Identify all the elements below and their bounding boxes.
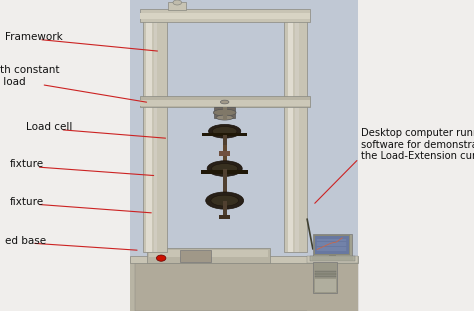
- Text: fixture: fixture: [9, 160, 44, 169]
- FancyBboxPatch shape: [315, 279, 336, 292]
- Ellipse shape: [209, 124, 241, 138]
- FancyBboxPatch shape: [325, 257, 341, 259]
- FancyBboxPatch shape: [140, 96, 310, 107]
- FancyBboxPatch shape: [201, 170, 248, 174]
- Text: th constant
 load: th constant load: [0, 66, 60, 87]
- FancyBboxPatch shape: [315, 236, 349, 254]
- Text: Load cell: Load cell: [26, 122, 73, 132]
- FancyBboxPatch shape: [223, 201, 227, 216]
- Ellipse shape: [211, 164, 237, 174]
- FancyBboxPatch shape: [168, 2, 186, 10]
- Ellipse shape: [216, 115, 233, 120]
- FancyBboxPatch shape: [149, 250, 268, 257]
- FancyBboxPatch shape: [154, 11, 157, 252]
- FancyBboxPatch shape: [147, 248, 270, 263]
- FancyBboxPatch shape: [295, 11, 299, 252]
- FancyBboxPatch shape: [180, 250, 211, 262]
- Ellipse shape: [211, 195, 238, 206]
- FancyBboxPatch shape: [140, 100, 310, 106]
- FancyBboxPatch shape: [307, 257, 358, 311]
- FancyBboxPatch shape: [329, 254, 336, 258]
- FancyBboxPatch shape: [130, 256, 358, 263]
- FancyBboxPatch shape: [223, 169, 227, 193]
- FancyBboxPatch shape: [135, 263, 358, 311]
- FancyBboxPatch shape: [214, 107, 235, 118]
- FancyBboxPatch shape: [223, 107, 227, 120]
- FancyBboxPatch shape: [315, 276, 336, 277]
- FancyBboxPatch shape: [314, 235, 350, 255]
- FancyBboxPatch shape: [130, 0, 358, 311]
- Text: fixture: fixture: [9, 197, 44, 207]
- FancyBboxPatch shape: [140, 13, 310, 19]
- Ellipse shape: [220, 100, 229, 104]
- FancyBboxPatch shape: [313, 234, 352, 256]
- FancyBboxPatch shape: [146, 11, 152, 252]
- FancyBboxPatch shape: [223, 135, 227, 145]
- FancyBboxPatch shape: [219, 151, 230, 156]
- FancyBboxPatch shape: [288, 11, 293, 252]
- Text: Framework: Framework: [5, 32, 63, 42]
- FancyBboxPatch shape: [130, 257, 358, 311]
- FancyBboxPatch shape: [140, 9, 310, 22]
- FancyBboxPatch shape: [310, 256, 355, 261]
- FancyBboxPatch shape: [223, 145, 227, 162]
- FancyBboxPatch shape: [315, 271, 336, 272]
- FancyBboxPatch shape: [284, 11, 307, 252]
- FancyBboxPatch shape: [315, 273, 336, 275]
- Ellipse shape: [207, 161, 242, 176]
- FancyBboxPatch shape: [143, 11, 167, 252]
- Ellipse shape: [213, 109, 236, 116]
- Ellipse shape: [212, 127, 237, 136]
- Text: ed base: ed base: [5, 236, 46, 246]
- Circle shape: [156, 255, 166, 261]
- FancyBboxPatch shape: [307, 256, 358, 263]
- Ellipse shape: [206, 192, 244, 209]
- Text: Desktop computer running
software for demonstrating
the Load-Extension curve: Desktop computer running software for de…: [361, 128, 474, 161]
- FancyBboxPatch shape: [219, 215, 230, 219]
- FancyBboxPatch shape: [313, 262, 337, 293]
- FancyBboxPatch shape: [202, 133, 247, 136]
- Ellipse shape: [173, 0, 182, 5]
